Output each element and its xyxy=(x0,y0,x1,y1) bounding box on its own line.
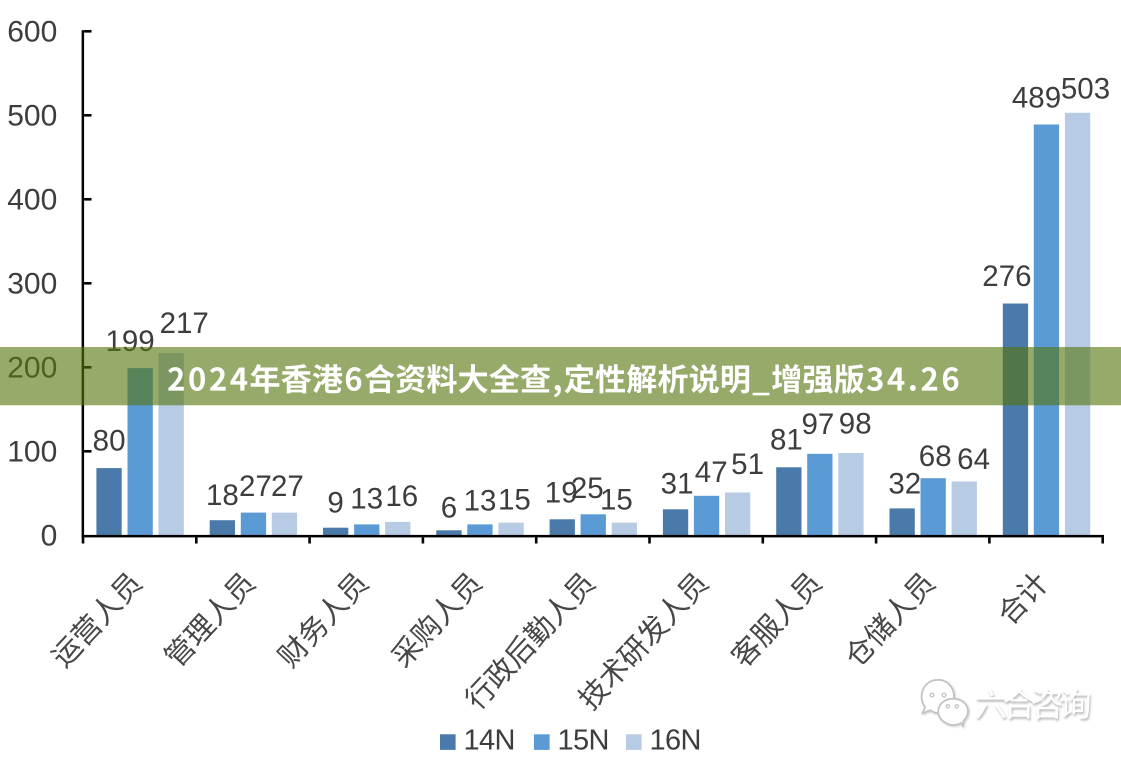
svg-text:27: 27 xyxy=(239,470,272,503)
svg-text:81: 81 xyxy=(770,423,803,456)
svg-text:300: 300 xyxy=(7,268,57,301)
svg-text:6: 6 xyxy=(441,491,457,524)
svg-text:64: 64 xyxy=(957,443,990,476)
svg-text:27: 27 xyxy=(271,470,304,503)
svg-text:100: 100 xyxy=(7,436,57,469)
svg-text:15: 15 xyxy=(498,484,531,517)
svg-text:68: 68 xyxy=(919,440,952,473)
svg-text:19: 19 xyxy=(545,476,578,509)
svg-text:600: 600 xyxy=(7,16,57,49)
svg-text:80: 80 xyxy=(93,425,126,458)
svg-text:16: 16 xyxy=(385,480,418,513)
svg-text:217: 217 xyxy=(160,307,209,340)
svg-text:47: 47 xyxy=(695,456,728,489)
svg-text:489: 489 xyxy=(1012,82,1061,115)
svg-text:13: 13 xyxy=(464,484,497,517)
svg-text:503: 503 xyxy=(1061,72,1110,105)
svg-text:51: 51 xyxy=(731,448,764,481)
svg-text:14N: 14N xyxy=(464,724,515,756)
svg-text:25: 25 xyxy=(571,472,604,505)
svg-text:15N: 15N xyxy=(558,724,609,756)
svg-text:18: 18 xyxy=(206,479,239,512)
svg-text:16N: 16N xyxy=(650,724,701,756)
svg-text:31: 31 xyxy=(661,467,694,500)
svg-text:98: 98 xyxy=(839,408,872,441)
svg-text:276: 276 xyxy=(982,260,1031,293)
svg-text:500: 500 xyxy=(7,100,57,133)
svg-text:97: 97 xyxy=(801,408,834,441)
svg-text:15: 15 xyxy=(600,484,633,517)
svg-text:32: 32 xyxy=(888,467,921,500)
svg-text:9: 9 xyxy=(327,487,343,520)
svg-text:0: 0 xyxy=(41,520,58,553)
svg-text:400: 400 xyxy=(7,184,57,217)
svg-text:13: 13 xyxy=(350,482,383,515)
